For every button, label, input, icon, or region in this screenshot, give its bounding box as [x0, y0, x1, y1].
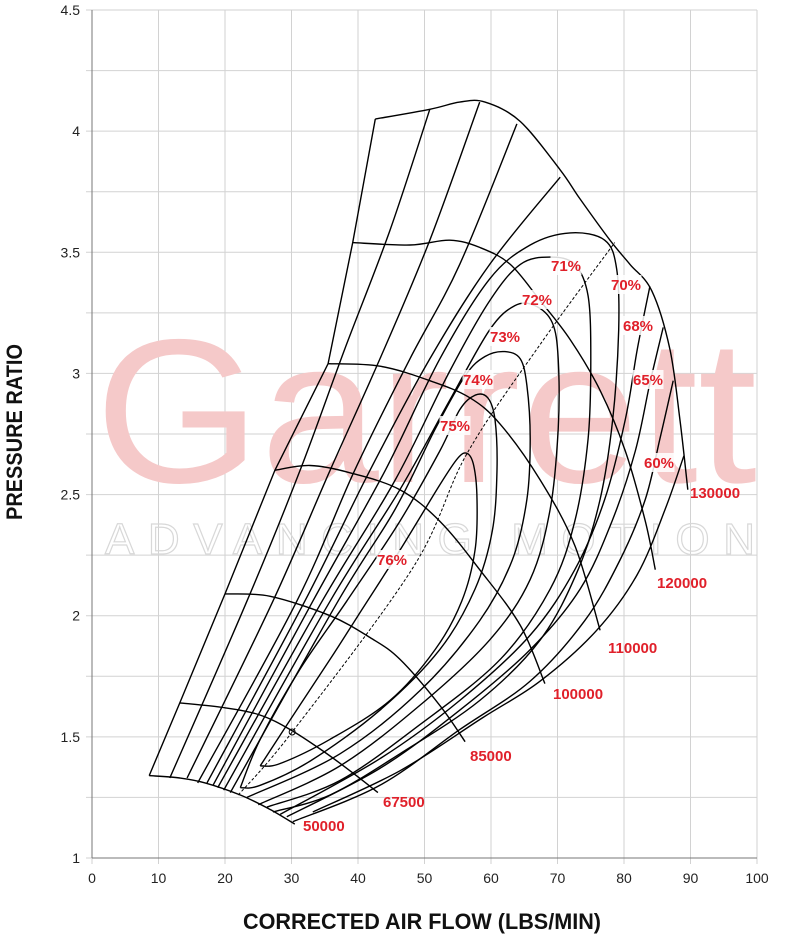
y-tick-label: 2.5: [61, 487, 81, 503]
x-tick-label: 50: [417, 870, 433, 886]
x-tick-label: 30: [284, 870, 300, 886]
efficiency-label: 76%: [377, 552, 407, 569]
x-tick-label: 100: [745, 870, 769, 886]
efficiency-label-bg: [610, 275, 642, 294]
x-tick-label: 40: [350, 870, 366, 886]
x-tick-label: 90: [683, 870, 699, 886]
surge-line: [148, 118, 376, 776]
efficiency-label-bg: [521, 290, 553, 309]
speed-line-label: 110000: [608, 640, 657, 657]
speed-line-label: 85000: [470, 748, 512, 765]
speed-line-label: 67500: [383, 794, 425, 811]
efficiency-label-bg: [462, 370, 494, 389]
peak-efficiency-line: [237, 242, 616, 796]
y-tick-label: 1: [72, 850, 80, 866]
speed-line-label: 120000: [657, 575, 707, 592]
speed-line-100000: [274, 464, 546, 684]
efficiency-contour-60: [312, 455, 685, 813]
x-axis-title: CORRECTED AIR FLOW (LBS/MIN): [243, 909, 601, 934]
efficiency-contour-70: [206, 176, 561, 784]
efficiency-label-bg: [632, 370, 664, 389]
efficiency-label: 73%: [490, 329, 520, 346]
efficiency-label: 70%: [611, 277, 641, 294]
efficiency-contour-75: [239, 393, 498, 789]
y-tick-label: 3.5: [61, 244, 81, 260]
efficiency-label: 68%: [623, 318, 653, 335]
efficiency-contour-74: [229, 350, 531, 799]
efficiency-contour-60: [169, 109, 431, 779]
map-curves: [148, 99, 689, 825]
garrett-watermark: Garrett ADVANCING MOTION: [95, 297, 757, 565]
x-tick-label: 10: [151, 870, 167, 886]
efficiency-contour-68: [197, 123, 518, 784]
efficiency-contour-71: [212, 232, 620, 813]
watermark-brand: Garrett: [95, 297, 757, 526]
efficiency-label: 71%: [551, 258, 581, 275]
efficiency-label: 72%: [522, 292, 552, 309]
efficiency-contour-65: [186, 101, 481, 779]
peak-efficiency-marker: [288, 728, 296, 736]
y-axis-title: PRESSURE RATIO: [2, 344, 27, 520]
y-tick-label: 4.5: [61, 2, 81, 18]
x-tick-label: 80: [616, 870, 632, 886]
speed-line-85000: [224, 593, 466, 743]
efficiency-contour-68: [286, 327, 664, 818]
y-tick-label: 4: [72, 123, 80, 139]
efficiency-label: 74%: [463, 372, 493, 389]
efficiency-contour-73: [223, 302, 560, 806]
speed-line-110000: [328, 363, 601, 631]
x-tick-label: 70: [550, 870, 566, 886]
y-tick-label: 2: [72, 608, 80, 624]
y-tick-label: 1.5: [61, 729, 81, 745]
curve-labels: 76% 75% 74% 73% 72% 71% 70% 68% 65% 60% 50000 67500…: [303, 256, 740, 835]
speed-line-130000: [375, 99, 689, 490]
speed-line-label: 100000: [553, 686, 603, 703]
efficiency-label-bg: [622, 316, 654, 335]
efficiency-label: 65%: [633, 372, 663, 389]
x-tick-label: 60: [483, 870, 499, 886]
axes: 0 10 20 30 40 50 60 70 80 90 100 1 1.5 2 2.5 3 3.5 4 4.5: [61, 2, 769, 886]
efficiency-contour-72: [217, 256, 592, 808]
efficiency-label-bg: [376, 550, 408, 569]
speed-line-label: 130000: [690, 485, 740, 502]
x-tick-label: 20: [217, 870, 233, 886]
efficiency-label: 60%: [644, 455, 674, 472]
y-tick-label: 3: [72, 365, 80, 381]
x-tick-label: 0: [88, 870, 96, 886]
efficiency-label-bg: [439, 416, 471, 435]
efficiency-label: 75%: [440, 418, 470, 435]
efficiency-contour-76: [259, 452, 478, 767]
efficiency-label-bg: [489, 327, 521, 346]
speed-line-label: 50000: [303, 818, 345, 835]
speed-line-50000: [149, 774, 296, 825]
efficiency-label-bg: [643, 453, 675, 472]
efficiency-label-bg: [550, 256, 582, 275]
